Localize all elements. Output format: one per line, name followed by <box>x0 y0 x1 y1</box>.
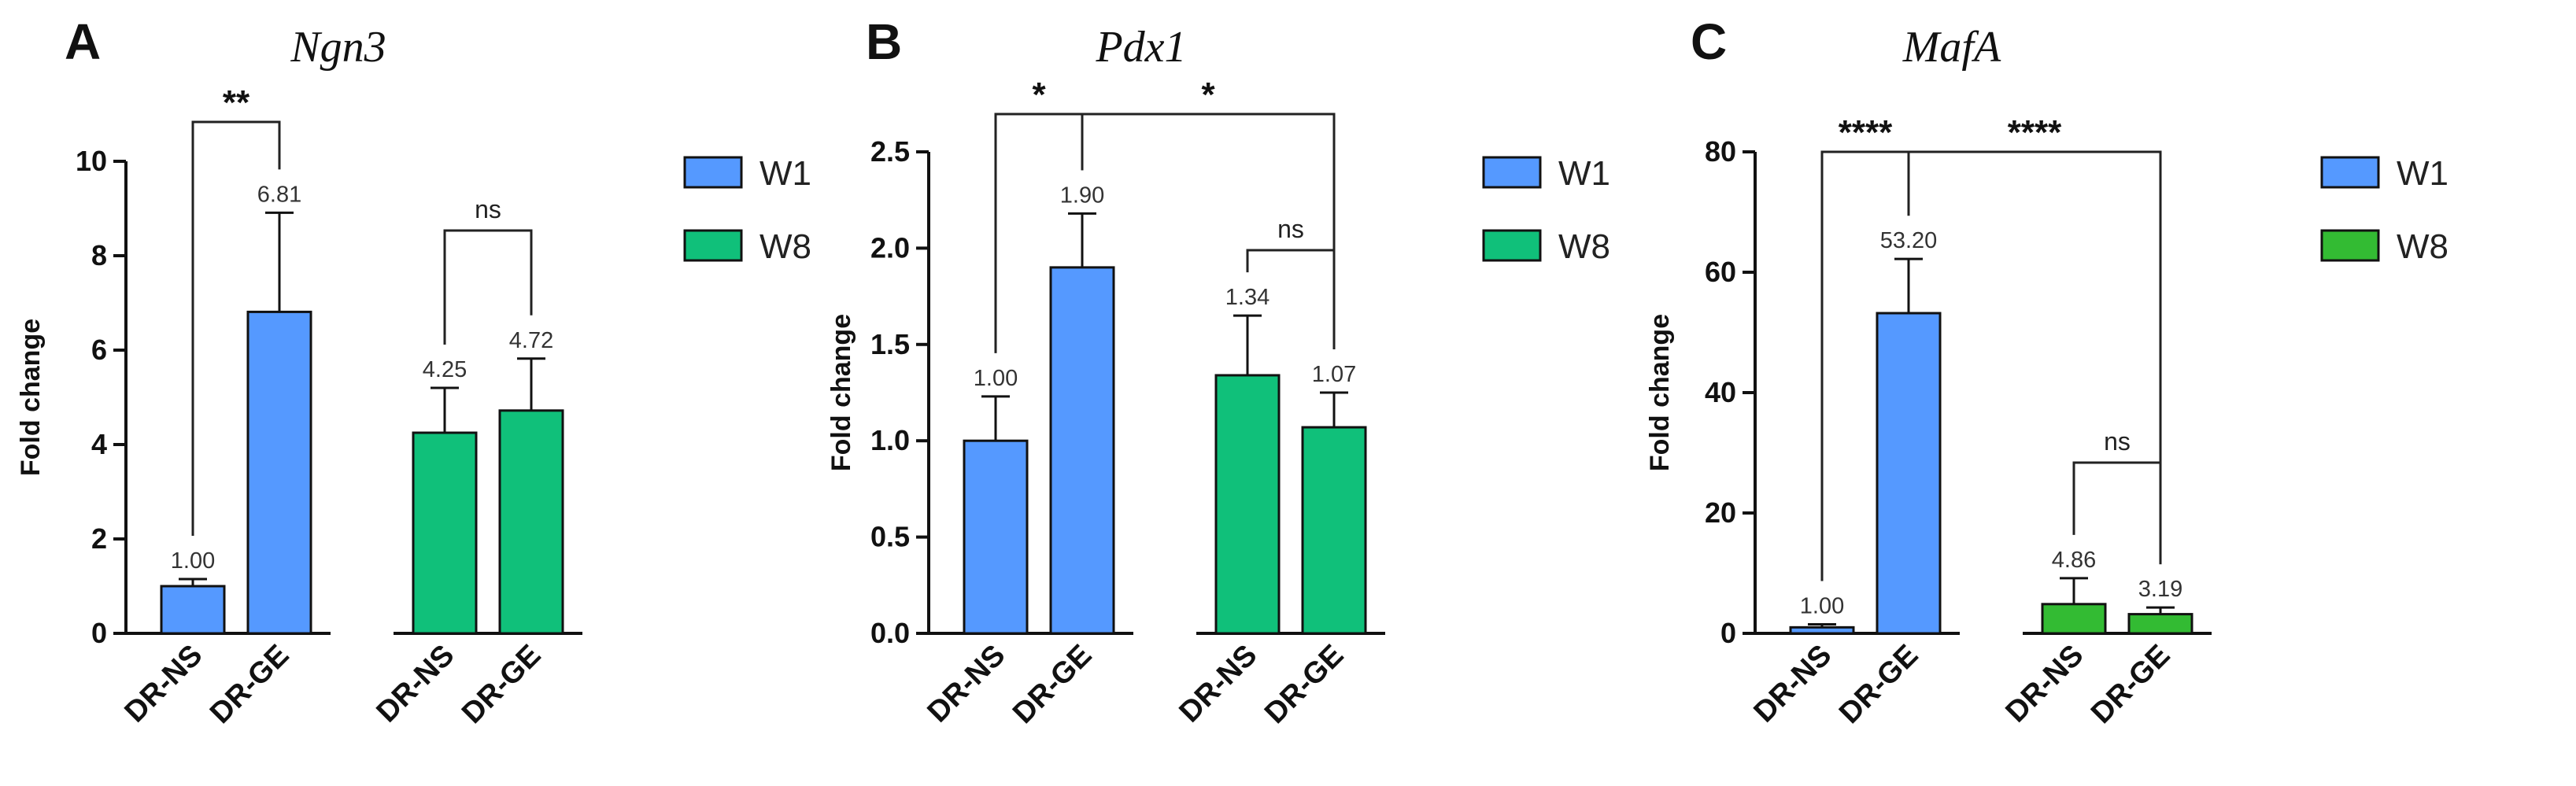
panel-c-y-tick-label: 80 <box>1705 135 1736 168</box>
panel-b-bar-w1-dr-ge <box>1049 266 1115 635</box>
panel-c-bar-w8-dr-ns <box>2041 603 2107 635</box>
panel-c-significance-bracket <box>1907 150 2162 565</box>
panel-b-legend-swatch-w1 <box>1482 156 1542 189</box>
panel-a-y-tick-label: 2 <box>91 522 107 555</box>
panel-b-y-tick-label: 1.5 <box>870 328 910 360</box>
panel-a-y-tick-label: 4 <box>91 428 107 460</box>
panel-a-legend-swatch-w8 <box>683 229 743 262</box>
panel-b-y-tick-label: 2.5 <box>870 135 910 168</box>
panel-a-x-category-label: DR-GE <box>456 639 547 730</box>
panel-a-value-label: 4.72 <box>509 328 553 353</box>
panel-c-y-tick-label: 60 <box>1705 256 1736 288</box>
panel-c-x-category-label: DR-GE <box>1833 639 1924 730</box>
panel-c-legend-swatch-w1 <box>2320 156 2380 189</box>
panel-a-x-category-label: DR-NS <box>119 639 209 729</box>
panel-b-bar-w8-dr-ge <box>1301 426 1367 635</box>
panel-c-legend-swatch-w8 <box>2320 229 2380 262</box>
panel-a-y-tick-label: 0 <box>91 617 107 649</box>
panel-b-legend-label-w8: W8 <box>1558 227 1610 266</box>
panel-b-letter: B <box>866 13 902 70</box>
panel-c-significance-label: **** <box>2008 113 2062 152</box>
panel-b-legend-label-w1: W1 <box>1558 154 1610 193</box>
panel-b-y-tick-label: 2.0 <box>870 231 910 264</box>
panel-b-y-label: Fold change <box>826 314 856 471</box>
panel-a-legend-label-w1: W1 <box>759 154 811 193</box>
panel-a-bar-w8-dr-ge <box>498 409 564 635</box>
panel-a-title: Ngn3 <box>290 23 386 72</box>
panel-c-bar-w1-dr-ge <box>1876 312 1942 635</box>
panel-a-legend-swatch-w1 <box>683 156 743 189</box>
panel-c-significance-label: ns <box>2104 427 2131 456</box>
panel-c-value-label: 1.00 <box>1800 594 1844 619</box>
panel-a-significance-label: ** <box>223 83 250 122</box>
panel-c-legend-label-w1: W1 <box>2397 154 2448 193</box>
panel-b-y-tick-label: 0.0 <box>870 617 910 649</box>
panel-c-x-category-label: DR-GE <box>2085 639 2176 730</box>
panel-b-significance-label: ns <box>1277 215 1304 243</box>
panel-a-y-tick-label: 6 <box>91 334 107 366</box>
panel-a-legend-label-w8: W8 <box>759 227 811 266</box>
panel-c-letter: C <box>1691 13 1727 70</box>
panel-c-value-label: 4.86 <box>2052 548 2096 573</box>
panel-b-significance-label: * <box>1201 76 1215 114</box>
panel-a-y-tick-label: 8 <box>91 239 107 271</box>
panel-b-value-label: 1.34 <box>1225 285 1270 310</box>
panel-b-x-category-label: DR-NS <box>1173 639 1264 729</box>
panel-b-bar-w8-dr-ns <box>1214 374 1281 635</box>
panel-a-significance-bracket <box>443 229 533 345</box>
panel-b-significance-bracket <box>1081 113 1336 349</box>
panel-b-y-tick-label: 1.0 <box>870 424 910 456</box>
panel-b-x-category-label: DR-GE <box>1258 639 1350 730</box>
panel-b-value-label: 1.90 <box>1060 183 1104 208</box>
panel-b-x-category-label: DR-NS <box>922 639 1012 729</box>
panel-b-title: Pdx1 <box>1095 23 1186 72</box>
panel-c-bar-w8-dr-ge <box>2127 613 2193 635</box>
panel-b-value-label: 1.00 <box>974 366 1018 391</box>
panel-c-y-tick-label: 20 <box>1705 496 1736 529</box>
panel-a-significance-bracket <box>191 120 281 536</box>
panel-c-significance-label: **** <box>1839 113 1893 152</box>
panel-a-letter: A <box>65 13 101 70</box>
panel-c-bar-w1-dr-ns <box>1789 625 1855 635</box>
panel-a-bar-w1-dr-ge <box>246 310 312 635</box>
panel-c-x-category-label: DR-NS <box>2000 639 2090 729</box>
panel-a-value-label: 4.25 <box>423 357 467 382</box>
panel-c-value-label: 53.20 <box>1880 228 1938 253</box>
panel-c-legend-label-w8: W8 <box>2397 227 2448 266</box>
panel-b-significance-bracket <box>1246 249 1336 349</box>
panel-a-bar-w8-dr-ns <box>412 431 478 635</box>
panel-b-x-category-label: DR-GE <box>1007 639 1098 730</box>
panel-c-x-category-label: DR-NS <box>1748 639 1839 729</box>
panel-c-y-tick-label: 40 <box>1705 376 1736 408</box>
panel-c-title: MafA <box>1902 23 2001 72</box>
panel-b-y-tick-label: 0.5 <box>870 521 910 553</box>
panel-a-x-category-label: DR-NS <box>371 639 461 729</box>
panel-b-legend-swatch-w8 <box>1482 229 1542 262</box>
panel-a-bar-w1-dr-ns <box>160 585 226 635</box>
panel-b-significance-label: * <box>1032 76 1046 114</box>
panel-b-bar-w1-dr-ns <box>963 439 1029 635</box>
panel-a-value-label: 1.00 <box>171 548 215 574</box>
panel-c-value-label: 3.19 <box>2138 577 2182 602</box>
panel-b-value-label: 1.07 <box>1312 362 1356 387</box>
panel-a-y-tick-label: 10 <box>76 145 107 177</box>
panel-c-y-label: Fold change <box>1645 314 1675 471</box>
panel-c-significance-bracket <box>2072 461 2162 565</box>
panel-c-y-tick-label: 0 <box>1720 617 1736 649</box>
panel-a-significance-label: ns <box>475 195 501 223</box>
panel-a-value-label: 6.81 <box>257 182 301 207</box>
panel-a-y-label: Fold change <box>16 319 46 476</box>
panel-a-x-category-label: DR-GE <box>204 639 295 730</box>
